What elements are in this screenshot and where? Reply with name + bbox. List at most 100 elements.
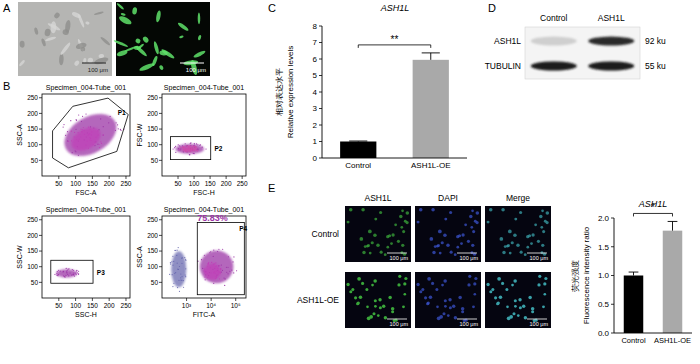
event — [174, 147, 175, 148]
cell — [179, 35, 184, 38]
tick-label: 10³ — [182, 302, 192, 309]
nucleus — [402, 230, 405, 233]
nucleus — [427, 301, 430, 304]
event — [180, 273, 181, 274]
tick — [159, 266, 162, 267]
nucleus — [520, 251, 523, 254]
tick — [159, 219, 162, 220]
event — [173, 283, 174, 284]
nucleus — [441, 241, 444, 244]
event — [190, 147, 191, 148]
event — [185, 268, 186, 269]
nucleus — [474, 277, 477, 280]
event — [185, 143, 186, 144]
nucleus — [402, 305, 405, 308]
tick — [211, 298, 212, 301]
event — [172, 265, 173, 266]
event — [90, 140, 91, 141]
event — [187, 145, 188, 146]
event — [84, 134, 85, 135]
event — [75, 150, 76, 151]
nucleus — [472, 305, 475, 308]
nucleus — [489, 290, 492, 293]
event — [73, 272, 74, 273]
western-blot: ControlASH1LASH1L92 kuTUBULIN55 ku — [485, 13, 666, 79]
event — [83, 130, 84, 131]
tick-label: 150 — [87, 302, 98, 309]
tick-label: 250 — [237, 180, 248, 187]
error-bar — [422, 53, 440, 60]
nucleus — [528, 234, 531, 237]
event — [196, 143, 197, 144]
nucleus — [538, 275, 541, 278]
nucleus — [542, 230, 545, 233]
gate-label: P4 — [239, 225, 247, 232]
tick — [92, 298, 93, 301]
cell — [45, 36, 57, 42]
scale-bar-label: 100 μm — [530, 321, 549, 327]
tick-label: 1.5 — [598, 243, 610, 252]
band — [531, 37, 577, 46]
event — [66, 268, 67, 269]
event — [71, 140, 72, 141]
bar-chart: ASH1LControlASH1L-OE012345678相对表达水平Relat… — [275, 3, 467, 170]
tick-label: 6 — [313, 55, 318, 64]
event — [194, 150, 195, 151]
event — [224, 285, 225, 286]
event — [214, 263, 215, 264]
bar-chart: ASH1LControlASH1L-OE0.00.51.01.52.0荧光强度F… — [571, 199, 692, 345]
event — [60, 271, 61, 272]
event — [76, 139, 77, 140]
event — [183, 147, 184, 148]
cell — [44, 28, 51, 36]
cell — [142, 36, 150, 44]
tick — [39, 113, 42, 114]
nucleus — [471, 209, 474, 212]
event — [226, 272, 227, 273]
cell — [135, 38, 142, 45]
event — [183, 280, 184, 281]
axis-label: SSC-H — [75, 311, 97, 318]
event — [54, 274, 55, 275]
nucleus — [419, 290, 422, 293]
event — [183, 151, 184, 152]
lane-label: Control — [540, 13, 568, 23]
cell — [159, 50, 168, 56]
nucleus — [398, 275, 401, 278]
event — [89, 137, 90, 138]
tick — [611, 246, 614, 247]
event — [175, 152, 176, 153]
error-stem — [430, 53, 431, 60]
event — [181, 276, 182, 277]
event — [173, 148, 174, 149]
tick-label: 0.5 — [598, 300, 610, 309]
significance: * — [651, 202, 655, 213]
cell — [116, 2, 124, 10]
event — [221, 272, 222, 273]
significance-bracket — [634, 213, 673, 216]
event — [88, 134, 89, 135]
tick-label: 1.0 — [598, 271, 610, 280]
nucleus — [357, 301, 360, 304]
cell — [100, 36, 111, 46]
event — [175, 272, 176, 273]
event-cloud — [204, 264, 221, 280]
scale-bar-label: 100 μm — [390, 255, 409, 261]
event — [193, 145, 194, 146]
error-bar — [629, 272, 639, 275]
nucleus — [543, 282, 546, 285]
nucleus — [514, 305, 517, 308]
event — [220, 273, 221, 274]
event — [94, 145, 95, 146]
nucleus — [450, 251, 453, 254]
event — [213, 250, 214, 251]
event — [181, 280, 182, 281]
axis-label: FSC-W — [136, 123, 143, 146]
event — [68, 141, 69, 142]
event — [63, 275, 64, 276]
event — [220, 269, 221, 270]
event — [195, 146, 196, 147]
plot-frame — [42, 94, 130, 176]
event — [67, 274, 68, 275]
event — [75, 151, 76, 152]
